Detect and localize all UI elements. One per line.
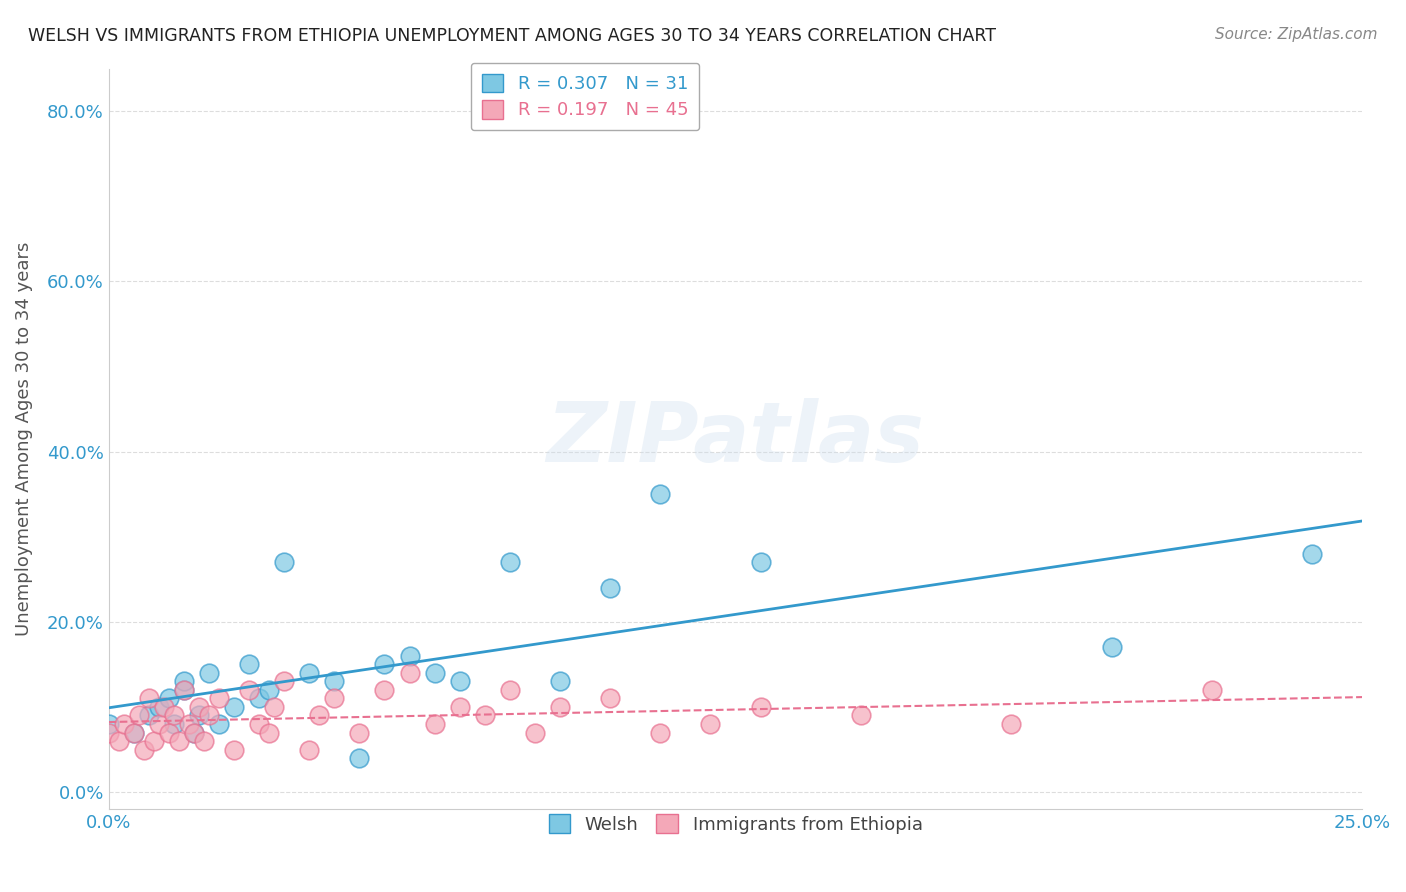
Point xyxy=(157,725,180,739)
Point xyxy=(599,691,621,706)
Point xyxy=(193,734,215,748)
Point xyxy=(208,717,231,731)
Point xyxy=(138,691,160,706)
Point xyxy=(148,717,170,731)
Point xyxy=(349,751,371,765)
Point xyxy=(849,708,872,723)
Point xyxy=(298,665,321,680)
Point xyxy=(449,700,471,714)
Point xyxy=(423,665,446,680)
Point xyxy=(650,487,672,501)
Point xyxy=(1301,547,1323,561)
Point xyxy=(273,555,295,569)
Point xyxy=(238,657,260,672)
Point xyxy=(273,674,295,689)
Point xyxy=(97,725,120,739)
Point xyxy=(650,725,672,739)
Point xyxy=(247,691,270,706)
Point xyxy=(499,555,522,569)
Point xyxy=(398,648,420,663)
Text: WELSH VS IMMIGRANTS FROM ETHIOPIA UNEMPLOYMENT AMONG AGES 30 TO 34 YEARS CORRELA: WELSH VS IMMIGRANTS FROM ETHIOPIA UNEMPL… xyxy=(28,27,995,45)
Point xyxy=(238,682,260,697)
Point xyxy=(323,674,346,689)
Point xyxy=(122,725,145,739)
Point xyxy=(398,665,420,680)
Point xyxy=(263,700,285,714)
Point xyxy=(177,717,200,731)
Point xyxy=(163,717,186,731)
Point xyxy=(1000,717,1022,731)
Point xyxy=(749,555,772,569)
Point xyxy=(198,665,221,680)
Point xyxy=(1101,640,1123,655)
Text: ZIPatlas: ZIPatlas xyxy=(547,399,925,479)
Point xyxy=(97,717,120,731)
Point xyxy=(222,700,245,714)
Point xyxy=(323,691,346,706)
Point xyxy=(423,717,446,731)
Point xyxy=(349,725,371,739)
Point xyxy=(749,700,772,714)
Point xyxy=(173,674,195,689)
Point xyxy=(474,708,496,723)
Point xyxy=(257,682,280,697)
Text: Source: ZipAtlas.com: Source: ZipAtlas.com xyxy=(1215,27,1378,42)
Point xyxy=(157,691,180,706)
Point xyxy=(142,734,165,748)
Point xyxy=(1201,682,1223,697)
Point xyxy=(128,708,150,723)
Point xyxy=(112,717,135,731)
Point xyxy=(122,725,145,739)
Point xyxy=(132,742,155,756)
Point xyxy=(449,674,471,689)
Point xyxy=(308,708,330,723)
Point xyxy=(548,674,571,689)
Point xyxy=(152,700,174,714)
Point xyxy=(173,682,195,697)
Point xyxy=(198,708,221,723)
Point xyxy=(499,682,522,697)
Point xyxy=(222,742,245,756)
Point xyxy=(548,700,571,714)
Point xyxy=(599,581,621,595)
Point xyxy=(699,717,721,731)
Point xyxy=(187,708,209,723)
Point xyxy=(523,725,546,739)
Point xyxy=(183,725,205,739)
Point xyxy=(163,708,186,723)
Point xyxy=(148,700,170,714)
Point xyxy=(247,717,270,731)
Point xyxy=(298,742,321,756)
Point xyxy=(187,700,209,714)
Legend: Welsh, Immigrants from Ethiopia: Welsh, Immigrants from Ethiopia xyxy=(537,804,934,845)
Y-axis label: Unemployment Among Ages 30 to 34 years: Unemployment Among Ages 30 to 34 years xyxy=(15,242,32,636)
Point xyxy=(107,734,129,748)
Point xyxy=(257,725,280,739)
Point xyxy=(373,682,395,697)
Point xyxy=(208,691,231,706)
Point xyxy=(138,708,160,723)
Point xyxy=(167,734,190,748)
Point xyxy=(373,657,395,672)
Point xyxy=(183,725,205,739)
Point xyxy=(173,682,195,697)
